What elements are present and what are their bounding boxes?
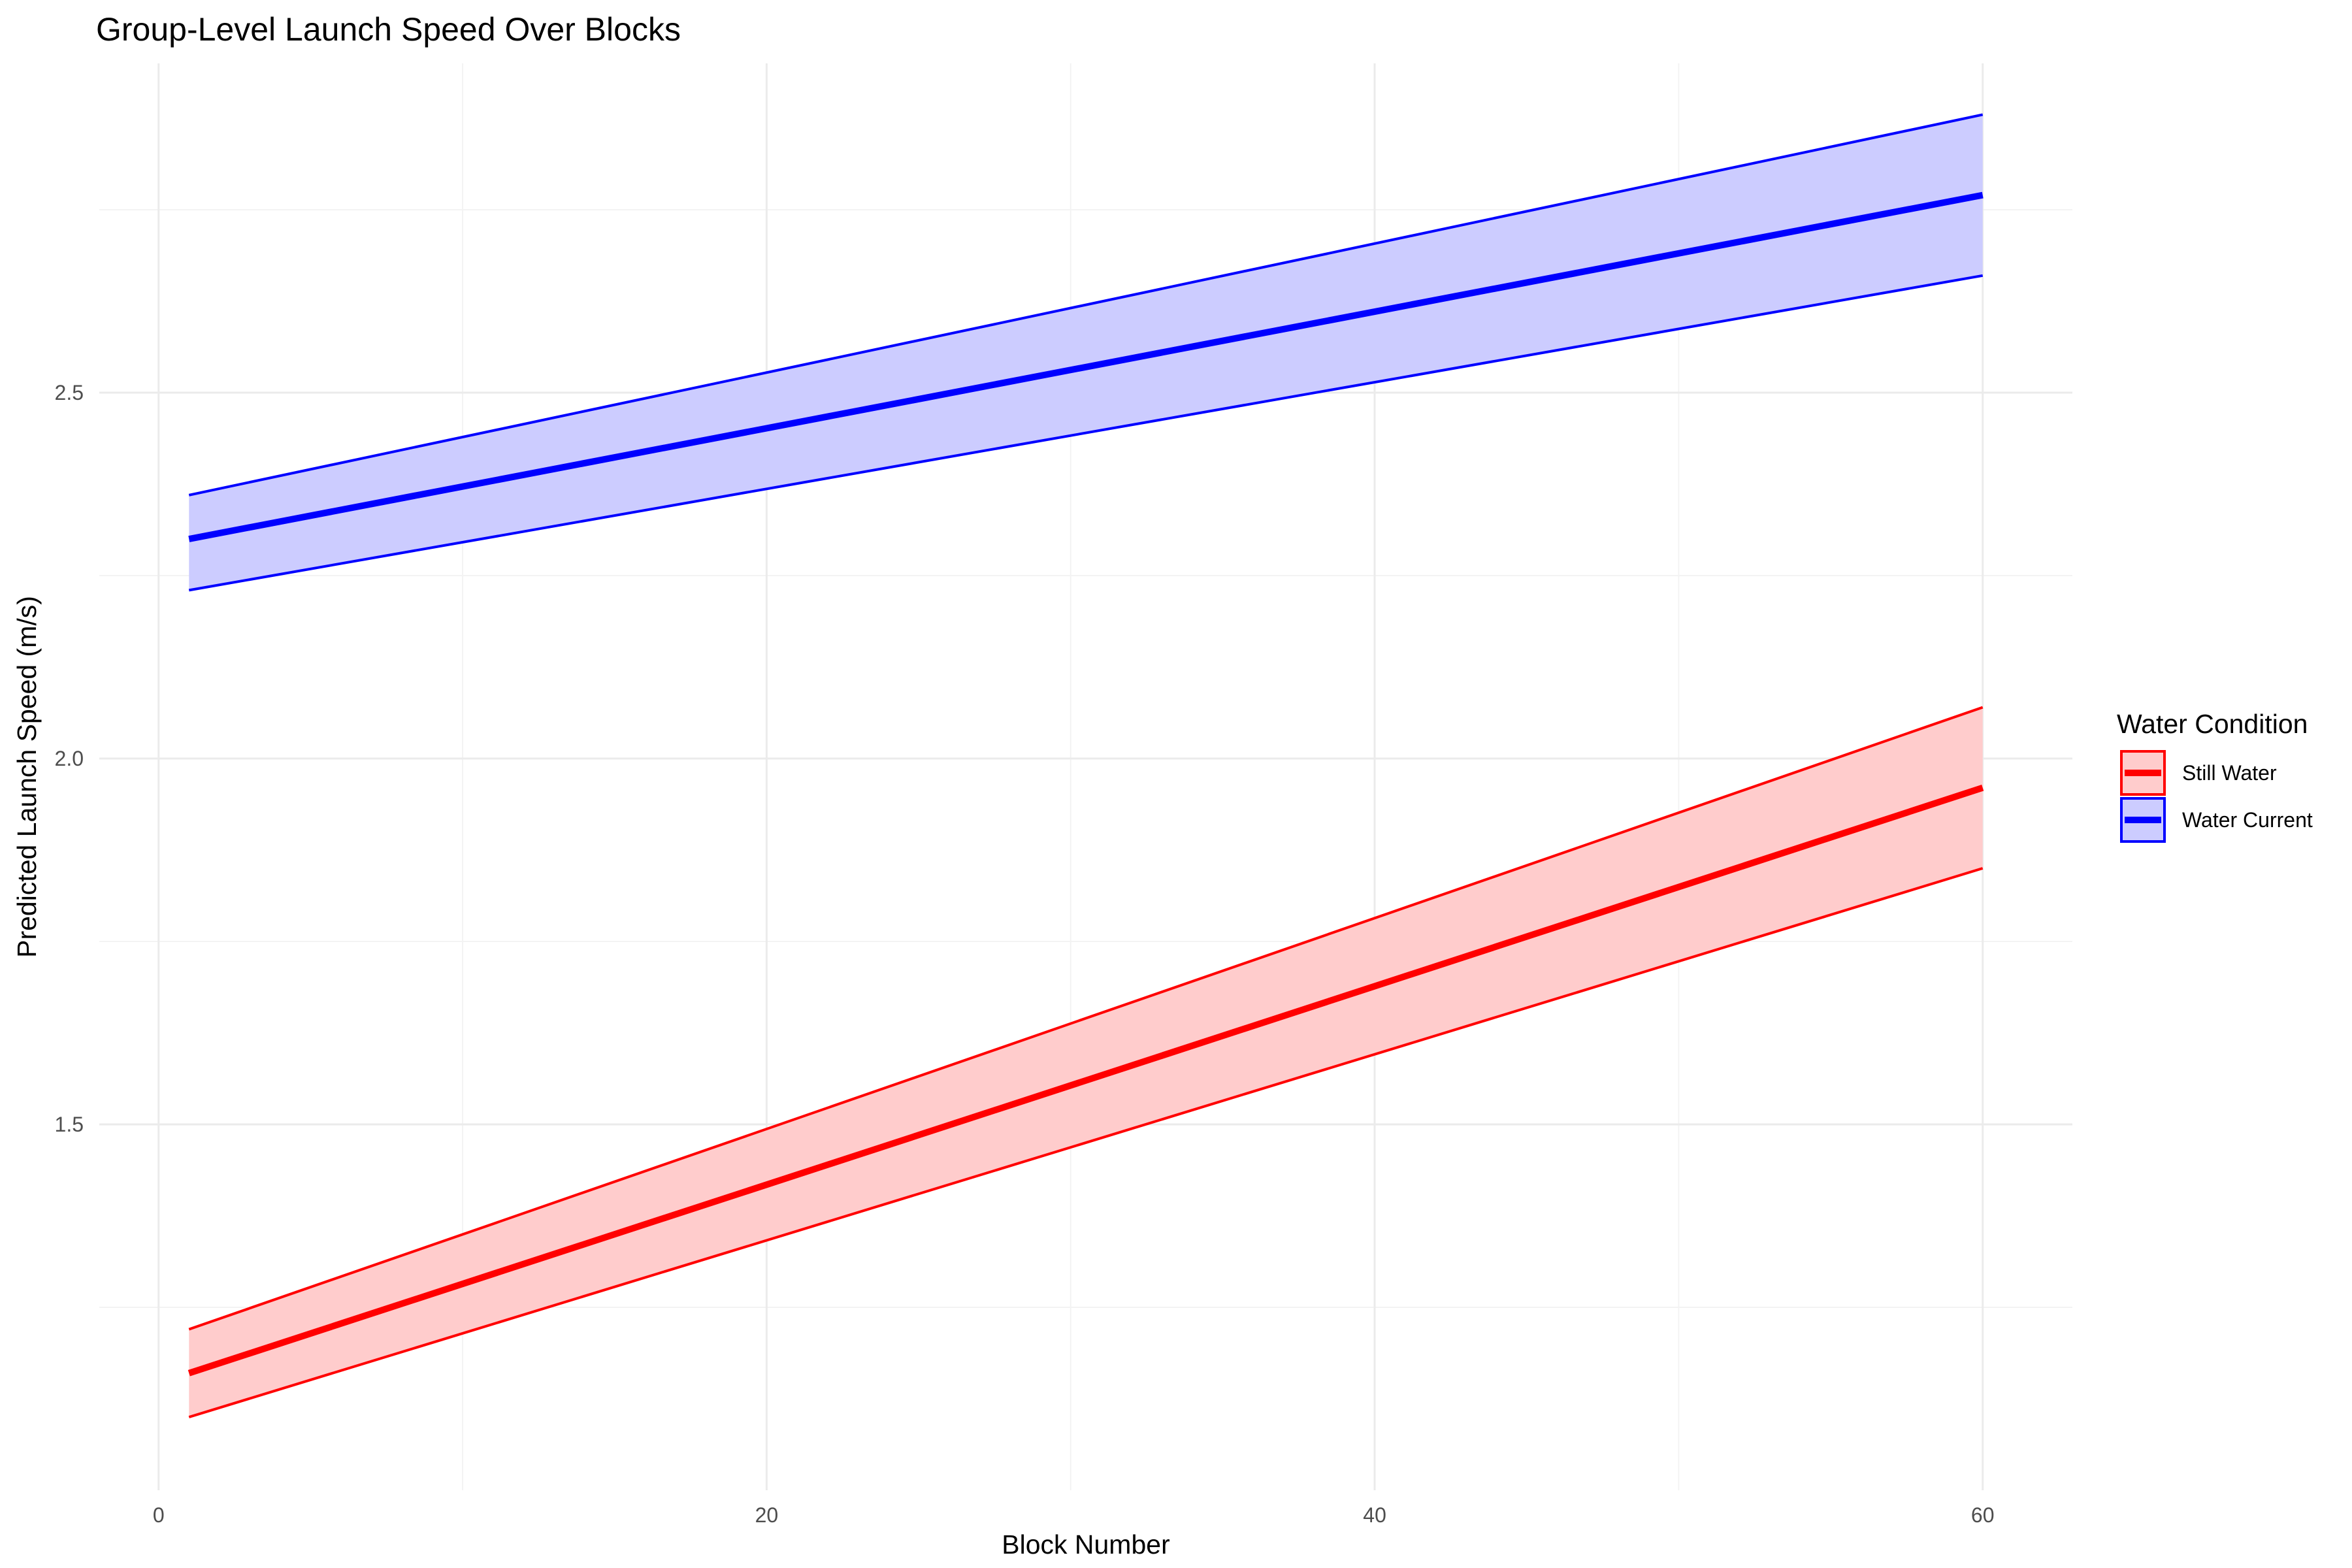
y-tick-label: 2.5 [55,381,84,404]
y-axis-title: Predicted Launch Speed (m/s) [12,596,42,958]
x-tick-label: 60 [1971,1503,1995,1527]
still-water-upper-bound-line [188,706,1984,1331]
still-water-fit-line [188,785,1984,1377]
still-water-lower-bound-line [188,867,1984,1418]
legend-items: Still Water Water Current [2120,750,2313,843]
x-tick-label: 0 [153,1503,165,1527]
legend: Water Condition Still Water Water Current [2117,709,2313,843]
water-current-legend-label: Water Current [2182,808,2313,832]
x-axis-tick-labels: 0 20 40 60 [153,1503,1995,1527]
x-tick-label: 40 [1363,1503,1386,1527]
water-current-confidence-band [189,114,1983,591]
legend-title: Water Condition [2117,709,2308,739]
y-tick-label: 2.0 [55,747,84,770]
water-current-upper-bound-line [188,113,1984,497]
still-water-confidence-band [189,707,1983,1417]
y-tick-label: 1.5 [55,1113,84,1136]
water-current-lower-bound-line [188,274,1984,592]
series-lines [188,191,1984,1377]
x-axis-title: Block Number [1002,1529,1169,1560]
water-current-fit-line [188,191,1984,542]
chart-title: Group-Level Launch Speed Over Blocks [96,11,681,48]
y-axis-tick-labels: 1.5 2.0 2.5 [55,381,84,1136]
still-water-legend-label: Still Water [2182,761,2277,785]
confidence-bands [188,113,1984,1418]
x-tick-label: 20 [755,1503,779,1527]
